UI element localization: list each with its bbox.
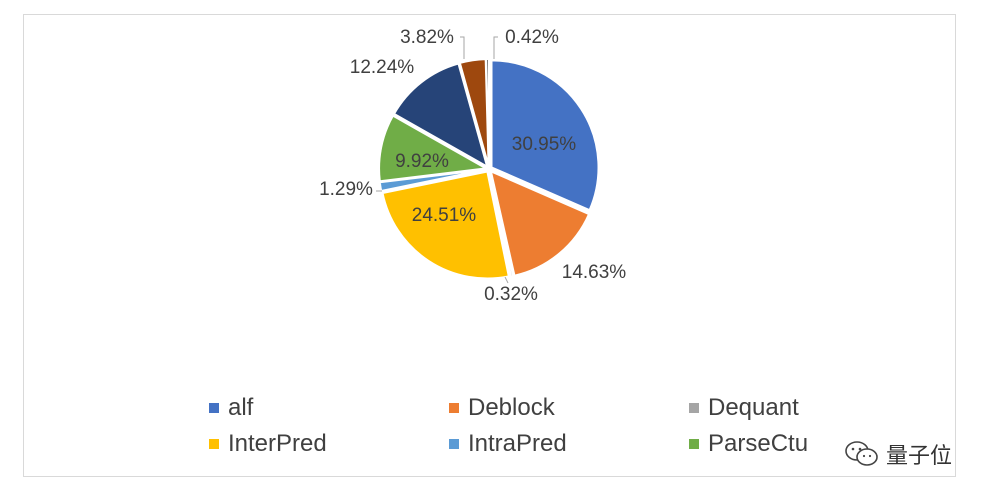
data-label: 24.51% [412,205,477,226]
legend-item-dequant: Dequant [689,393,849,423]
legend-swatch [689,403,699,413]
legend-swatch [449,403,459,413]
legend-swatch [209,439,219,449]
pie-slice-parsectu [378,114,490,183]
legend-label: Deblock [468,394,555,421]
pie-slice-8 [485,58,490,167]
pie-chart: 30.95% 14.63% 0.32% 24.51% 1.29% 9.92% 12.24% 3… [319,27,627,305]
legend-swatch [209,403,219,413]
pie-slice-6 [392,62,489,169]
data-label: 30.95% [512,134,577,155]
leader-line [493,36,498,59]
data-label: 0.42% [505,27,559,48]
pie-slice-dequant [488,171,515,278]
legend-swatch [449,439,459,449]
data-label: 9.92% [395,151,449,172]
leader-line [460,36,465,59]
legend-item-interpred: InterPred [209,429,449,459]
watermark-text: 量子位 [886,444,953,469]
data-label: 12.24% [350,57,415,78]
data-label: 3.82% [400,27,454,48]
data-label: 0.32% [484,284,538,305]
legend-label: IntraPred [468,430,567,457]
legend-label: alf [228,394,254,421]
data-label: 1.29% [319,179,373,200]
legend-label: ParseCtu [708,430,809,457]
watermark: 量子位 [844,438,952,470]
leader-line [504,276,509,284]
legend-label: InterPred [228,430,327,457]
legend-item-deblock: Deblock [449,393,689,423]
pie-slice-alf [490,59,600,212]
legend-swatch [689,439,699,449]
chart-frame: 30.95% 14.63% 0.32% 24.51% 1.29% 9.92% 12.24% 3… [23,14,956,477]
legend-item-intrapred: IntraPred [449,429,689,459]
legend: alf Deblock Dequant InterPred IntraPred … [209,393,849,459]
legend-item-parsectu: ParseCtu [689,429,849,459]
pie-slice-interpred [381,170,510,280]
pie-slice-deblock [489,169,591,277]
wechat-icon [845,441,878,466]
legend-label: Dequant [708,394,799,421]
legend-item-alf: alf [209,393,449,423]
data-label: 14.63% [562,262,627,283]
